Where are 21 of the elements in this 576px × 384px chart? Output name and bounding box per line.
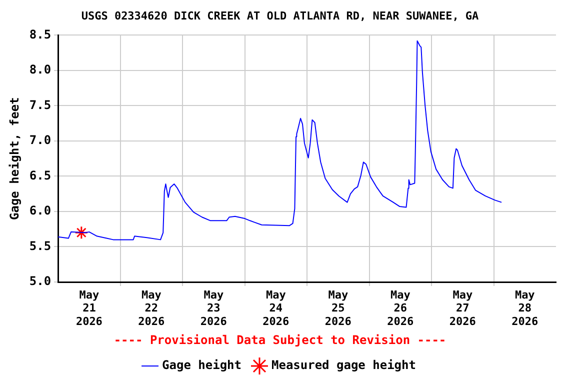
x-tick-label: May 25 2026 [324, 288, 352, 328]
x-tick-label: May 26 2026 [387, 288, 414, 328]
legend-label: Gage height [162, 358, 242, 372]
x-tick-label: May 28 2026 [512, 288, 538, 328]
x-tick-label: May 22 2026 [138, 288, 166, 328]
y-tick-label: 8.5 [29, 27, 52, 42]
y-tick-label: 7.5 [29, 98, 52, 112]
x-tick-label: May 21 2026 [76, 288, 103, 328]
x-tick-label: May 23 2026 [200, 288, 228, 328]
y-tick-label: 8.0 [29, 62, 52, 77]
x-tick-label: May 27 2026 [449, 288, 476, 328]
text: ---- Provisional Data Subject to Revision ---- [114, 332, 446, 347]
y-tick-label: 5.5 [29, 238, 52, 253]
legend-label: Measured gage height [271, 358, 416, 372]
x-tick-label: May 24 2026 [262, 288, 290, 328]
y-tick-label: 7.0 [29, 133, 52, 148]
y-tick-label: 5.0 [29, 274, 52, 288]
chart-title: USGS 02334620 DICK CREEK AT OLD ATLANTA RD, NEAR SUWANEE, GA [81, 9, 480, 22]
y-tick-label: 6.0 [29, 204, 52, 218]
y-tick-label: 6.5 [29, 168, 52, 182]
y-axis-title: Gage height, feet [7, 97, 22, 220]
